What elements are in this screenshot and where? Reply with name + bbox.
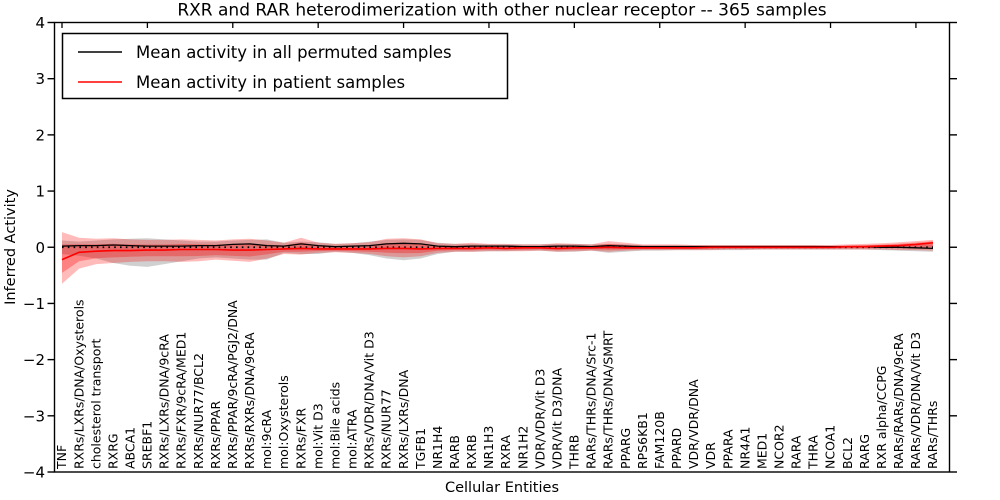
- x-tick-label: NR1H3: [481, 426, 496, 469]
- x-tick-label: VDR: [703, 442, 718, 469]
- y-tick-label: 1: [35, 183, 45, 201]
- x-tick-label: RXRs/PPAR/9cRA/PGJ2/DNA: [225, 300, 240, 469]
- x-tick-label: cholesterol transport: [88, 338, 103, 469]
- x-tick-label: RXRs/FXR: [293, 408, 308, 469]
- x-tick-label: THRA: [806, 435, 821, 470]
- x-tick-label: mol:ATRA: [345, 409, 360, 469]
- x-tick-label: NR1H2: [515, 426, 530, 469]
- x-axis-label: Cellular Entities: [445, 480, 559, 496]
- y-tick-label: −4: [23, 464, 45, 482]
- x-tick-label: mol:9cRA: [259, 409, 274, 469]
- x-tick-label: RXR alpha/CCPG: [874, 366, 889, 469]
- x-tick-label: RXRB: [464, 434, 479, 469]
- x-tick-label: RARs/THRs/DNA/SMRT: [601, 330, 616, 469]
- legend-label-permuted: Mean activity in all permuted samples: [136, 43, 452, 62]
- x-tick-label: ABCA1: [123, 427, 138, 469]
- x-tick-label: RXRs/PPAR: [208, 401, 223, 469]
- x-tick-label: SREBF1: [140, 421, 155, 469]
- x-tick-label: RXRA: [498, 435, 513, 469]
- series-line-1: [61, 242, 934, 261]
- x-tick-label: RPS6KB1: [635, 412, 650, 469]
- x-tick-label: mol:Oxysterols: [276, 375, 291, 469]
- x-tick-label: RXRs/LXRs/DNA: [396, 369, 411, 469]
- confidence-bands: [62, 232, 933, 284]
- x-tick-label: MED1: [754, 433, 769, 469]
- x-tick-label: RARs/RARs/DNA/9cRA: [891, 333, 906, 469]
- legend-box: [61, 32, 509, 100]
- x-tick-label: NR1H4: [430, 426, 445, 469]
- x-tick-label: RXRs/RXRs/DNA/9cRA: [242, 332, 257, 469]
- x-tick-label: RXRs/NUR77: [379, 389, 394, 469]
- x-tick-label: VDR/VDR/Vit D3: [532, 369, 547, 469]
- y-tick-label: 4: [35, 14, 45, 32]
- x-tick-label: RXRs/LXRs/DNA/9cRA: [157, 334, 172, 469]
- x-tick-label: RARs/THRs: [925, 401, 940, 469]
- x-tick-label: RXRG: [105, 433, 120, 469]
- x-tick-label: VDR/Vit D3/DNA: [549, 368, 564, 469]
- y-tick-label: −2: [23, 351, 45, 369]
- x-tick-label: mol:Vit D3: [310, 403, 325, 469]
- band-patient-samples-range: [62, 232, 933, 284]
- x-tick-label: RXRs/VDR/DNA/Vit D3: [362, 331, 377, 469]
- axis-ticks: 4 3 2 1 0 −1 −2 −3 −4: [23, 14, 957, 482]
- y-tick-label: 0: [35, 239, 45, 257]
- x-tick-label: RXRs/LXRs/DNA/Oxysterols: [71, 299, 86, 469]
- x-tick-label: THRB: [567, 435, 582, 470]
- x-tick-label: NCOR2: [771, 424, 786, 469]
- x-tick-label: PPARG: [618, 428, 633, 469]
- series-lines: [61, 242, 934, 261]
- x-tick-label: TNF: [54, 445, 69, 470]
- x-tick-label: RARG: [857, 434, 872, 469]
- x-tick-label: mol:Bile acids: [327, 382, 342, 469]
- x-tick-label: RXRs/NUR77/BCL2: [191, 353, 206, 469]
- x-tick-label: PPARA: [720, 429, 735, 469]
- x-tick-label: TGFB1: [413, 428, 428, 470]
- chart-title: RXR and RAR heterodimerization with othe…: [177, 1, 826, 21]
- y-tick-label: 2: [35, 126, 45, 144]
- legend-label-patient: Mean activity in patient samples: [136, 73, 405, 92]
- x-tick-label: NR4A1: [737, 427, 752, 470]
- y-tick-label: −3: [23, 407, 45, 425]
- x-tick-label: NCOA1: [823, 425, 838, 469]
- x-tick-label: RARB: [447, 435, 462, 469]
- x-tick-label: RARs/VDR/DNA/Vit D3: [908, 332, 923, 469]
- x-tick-labels: TNF RXRs/LXRs/DNA/Oxysterols cholesterol t…: [54, 299, 940, 470]
- x-tick-label: RARA: [789, 435, 804, 469]
- x-tick-label: RARs/THRs/DNA/Src-1: [584, 333, 599, 469]
- x-tick-label: VDR/VDR/DNA: [686, 379, 701, 469]
- legend: Mean activity in all permuted samples Me…: [61, 32, 509, 100]
- x-tick-label: FAM120B: [652, 411, 667, 469]
- y-tick-label: 3: [35, 70, 45, 88]
- x-tick-label: RXRs/FXR/9cRA/MED1: [174, 332, 189, 469]
- y-tick-label: −1: [23, 295, 45, 313]
- x-tick-label: BCL2: [840, 437, 855, 469]
- y-axis-label: Inferred Activity: [3, 189, 19, 305]
- x-tick-label: PPARD: [669, 428, 684, 469]
- plot-border: [53, 21, 951, 473]
